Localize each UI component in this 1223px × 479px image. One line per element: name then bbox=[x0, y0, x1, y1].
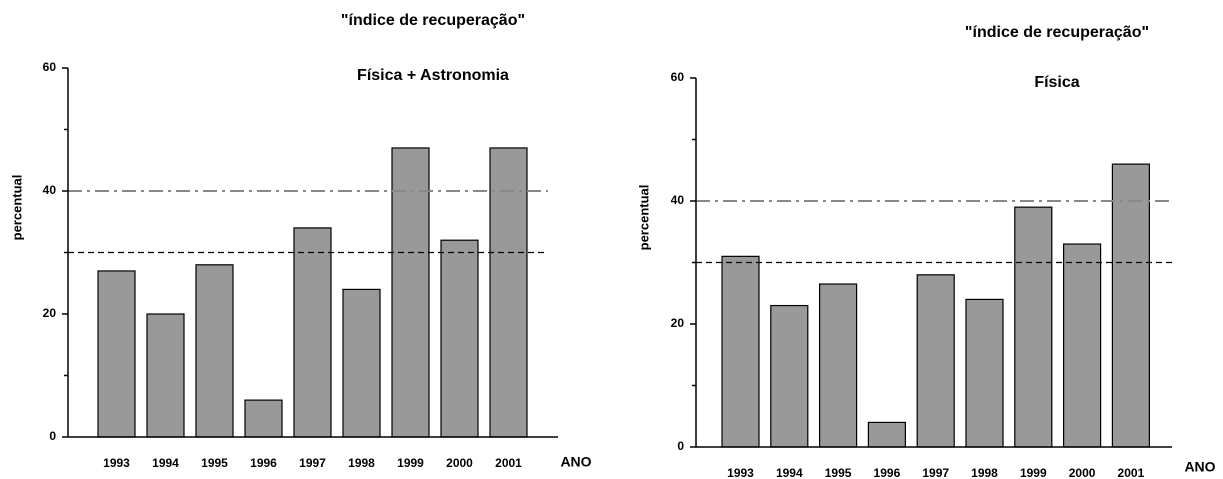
y-tick-label: 40 bbox=[43, 183, 57, 197]
bar bbox=[489, 147, 528, 438]
y-tick-label: 60 bbox=[671, 70, 685, 84]
y-tick-label: 0 bbox=[49, 429, 56, 443]
bar bbox=[770, 304, 809, 448]
x-tick-label: 1993 bbox=[727, 466, 754, 479]
bar bbox=[916, 274, 955, 448]
y-tick-label: 20 bbox=[43, 306, 57, 320]
bar bbox=[440, 239, 479, 438]
bar bbox=[244, 399, 283, 438]
x-tick-label: 1994 bbox=[152, 456, 179, 470]
x-tick-label: 1993 bbox=[103, 456, 130, 470]
x-tick-label: 2001 bbox=[495, 456, 522, 470]
x-tick-label: 1997 bbox=[299, 456, 326, 470]
x-tick-label: 1998 bbox=[971, 466, 998, 479]
x-tick-label: 1995 bbox=[825, 466, 852, 479]
y-tick-label: 0 bbox=[677, 439, 684, 453]
x-tick-label: 2000 bbox=[446, 456, 473, 470]
x-tick-label: 1997 bbox=[922, 466, 949, 479]
chart-title: "índice de recuperação" bbox=[965, 24, 1149, 41]
x-tick-label: 2001 bbox=[1118, 466, 1145, 479]
bar bbox=[195, 264, 234, 438]
bar bbox=[965, 298, 1004, 448]
x-tick-label: 1998 bbox=[348, 456, 375, 470]
bar bbox=[97, 270, 136, 438]
chart-subtitle: Física + Astronomia bbox=[357, 67, 509, 84]
x-tick-label: 1995 bbox=[201, 456, 228, 470]
x-tick-label: 1994 bbox=[776, 466, 803, 479]
x-tick-label: 2000 bbox=[1069, 466, 1096, 479]
y-axis-label: percentual bbox=[636, 185, 651, 251]
x-tick-label: 1996 bbox=[874, 466, 901, 479]
bar bbox=[721, 255, 760, 448]
bar bbox=[293, 227, 332, 438]
y-tick-label: 20 bbox=[671, 316, 685, 330]
x-tick-label: 1999 bbox=[397, 456, 424, 470]
y-tick-label: 60 bbox=[43, 60, 57, 74]
x-axis-label: ANO bbox=[560, 454, 591, 470]
bar bbox=[1111, 163, 1151, 448]
bar bbox=[342, 288, 381, 438]
bar bbox=[146, 313, 185, 438]
y-axis-label: percentual bbox=[9, 175, 24, 241]
bar bbox=[1014, 206, 1053, 448]
y-tick-label: 40 bbox=[671, 193, 685, 207]
x-tick-label: 1996 bbox=[250, 456, 277, 470]
bar bbox=[1062, 243, 1102, 448]
bar bbox=[818, 283, 858, 448]
x-tick-label: 1999 bbox=[1020, 466, 1047, 479]
chart-subtitle: Física bbox=[1034, 74, 1079, 91]
x-axis-label: ANO bbox=[1184, 459, 1215, 475]
chart-title: "índice de recuperação" bbox=[341, 12, 525, 29]
bar bbox=[867, 421, 907, 448]
